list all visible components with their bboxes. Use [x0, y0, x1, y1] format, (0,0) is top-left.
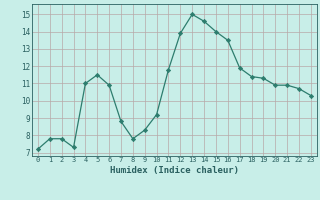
X-axis label: Humidex (Indice chaleur): Humidex (Indice chaleur) [110, 166, 239, 175]
